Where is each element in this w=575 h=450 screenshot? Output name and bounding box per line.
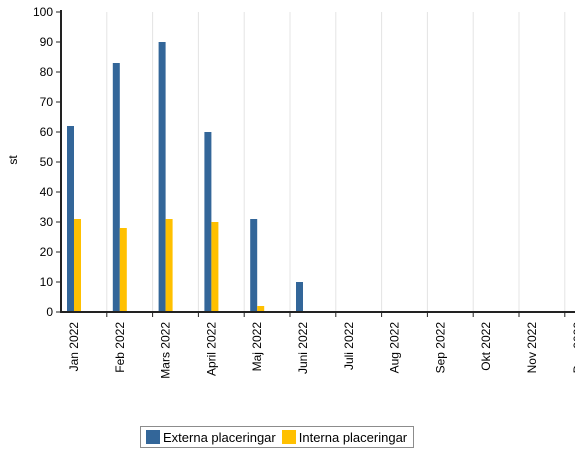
bar-externa <box>67 126 74 312</box>
y-tick-label: 30 <box>40 215 54 229</box>
x-axis-ticks: Jan 2022 Feb 2022 Mars 2022 April 2022 Maj 2… <box>67 312 575 379</box>
legend-label-externa: Externa placeringar <box>163 429 276 445</box>
legend: Externa placeringar Interna placeringar <box>140 426 415 448</box>
y-tick-label: 70 <box>40 95 54 109</box>
x-tick-label: Feb 2022 <box>113 322 127 373</box>
y-tick-label: 100 <box>33 5 53 19</box>
x-tick-label: Nov 2022 <box>525 322 539 374</box>
x-tick-label: Juni 2022 <box>296 322 310 374</box>
bar-externa <box>158 42 166 312</box>
bar-interna <box>119 228 127 312</box>
y-tick-label: 90 <box>40 35 54 49</box>
legend-swatch-interna <box>281 430 296 444</box>
x-tick-label: Dec 2022 <box>571 322 575 374</box>
bar-externa <box>204 132 212 312</box>
y-tick-label: 20 <box>40 245 54 259</box>
y-tick-label: 10 <box>40 275 54 289</box>
x-tick-label: Sep 2022 <box>433 322 447 374</box>
legend-swatch-externa <box>146 430 160 444</box>
y-tick-label: 60 <box>40 125 54 139</box>
y-axis-title: st <box>6 155 20 165</box>
x-tick-label: Jan 2022 <box>67 322 81 372</box>
legend-item-externa: Externa placeringar <box>146 430 276 445</box>
bar-externa <box>112 63 120 312</box>
x-tick-label: Aug 2022 <box>388 322 402 374</box>
bar-interna <box>257 306 265 312</box>
legend-label-interna: Interna placeringar <box>298 429 408 445</box>
x-tick-label: April 2022 <box>204 322 218 376</box>
y-axis-ticks: 0 10 20 30 40 50 60 70 80 90 100 <box>33 5 61 319</box>
y-tick-label: 0 <box>46 305 53 319</box>
y-tick-label: 50 <box>40 155 54 169</box>
bar-interna <box>165 219 173 312</box>
y-tick-label: 40 <box>40 185 54 199</box>
chart-bars <box>67 42 303 312</box>
grid-lines <box>106 12 566 312</box>
legend-item-interna: Interna placeringar <box>281 429 408 445</box>
bar-chart: 0 10 20 30 40 50 60 70 80 90 100 Jan 2022 Feb 2022 M… <box>6 5 575 379</box>
chart-axes <box>60 10 575 313</box>
y-tick-label: 80 <box>40 65 54 79</box>
x-tick-label: Mars 2022 <box>159 322 173 379</box>
x-tick-label: Juli 2022 <box>342 322 356 370</box>
x-tick-label: Maj 2022 <box>250 322 264 372</box>
bar-interna <box>74 219 81 312</box>
bar-externa <box>296 282 303 312</box>
x-tick-label: Okt 2022 <box>479 322 493 371</box>
bar-externa <box>250 219 258 312</box>
bar-interna <box>211 222 219 312</box>
